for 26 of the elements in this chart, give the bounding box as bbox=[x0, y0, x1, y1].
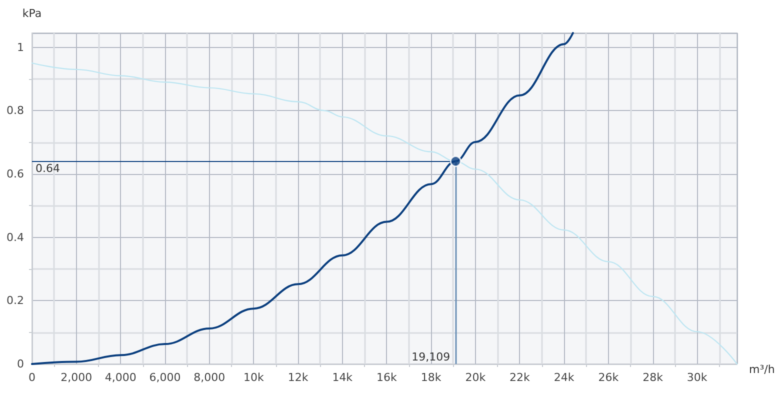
x-tick-label: 24k bbox=[554, 371, 575, 384]
x-tick-label: 20k bbox=[465, 371, 486, 384]
y-tick-label: 0 bbox=[17, 358, 24, 370]
x-tick-label: 28k bbox=[642, 371, 664, 384]
x-tick-label: 12k bbox=[288, 371, 309, 384]
x-tick-label: 22k bbox=[510, 371, 531, 384]
x-tick-label: 10k bbox=[244, 371, 265, 384]
ref-line-label: 19,109 bbox=[412, 350, 450, 364]
y-tick-label: 0.8 bbox=[6, 104, 24, 118]
y-tick-label: 0.4 bbox=[6, 230, 24, 244]
x-tick-label: 30k bbox=[686, 371, 708, 384]
x-tick-label: 8,000 bbox=[194, 371, 226, 384]
y-axis-title: kPa bbox=[22, 7, 42, 20]
x-axis-title: m³/h bbox=[749, 363, 775, 376]
x-tick-label: 4,000 bbox=[104, 371, 136, 384]
x-tick-label: 0 bbox=[28, 371, 36, 384]
y-tick-label: 0.2 bbox=[6, 294, 24, 308]
x-tick-label: 26k bbox=[598, 371, 620, 384]
x-tick-label: 18k bbox=[420, 371, 442, 384]
x-tick-label: 14k bbox=[332, 371, 354, 384]
y-tick-label: 0.6 bbox=[6, 167, 24, 180]
ref-line-label: 0.64 bbox=[36, 162, 60, 175]
x-tick-label: 16k bbox=[376, 371, 398, 384]
y-tick-label: 1 bbox=[17, 40, 24, 54]
x-tick-label: 6,000 bbox=[149, 371, 181, 384]
x-tick-label: 2,000 bbox=[60, 371, 92, 384]
